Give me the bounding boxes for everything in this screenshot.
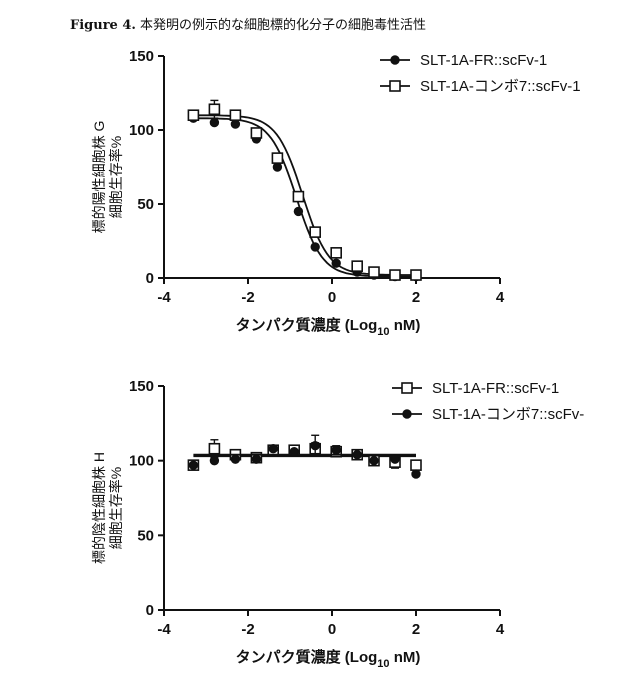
x-tick-label: 0: [328, 289, 336, 306]
figure-title: Figure 4. 本発明の例示的な細胞標的化分子の細胞毒性活性: [70, 14, 426, 33]
data-point: [410, 269, 422, 281]
x-axis-title: タンパク質濃度 (Log10 nM): [236, 648, 421, 670]
data-point: [352, 449, 362, 460]
data-point: [330, 247, 343, 259]
y-tick-label: 50: [137, 527, 154, 544]
data-point: [250, 127, 263, 139]
x-tick-label: -4: [157, 289, 171, 306]
data-point: [310, 242, 320, 252]
data-point: [268, 444, 278, 454]
data-point: [369, 455, 379, 466]
y-tick-label: 50: [137, 196, 154, 213]
legend-label: SLT-1A-FR::scFv-1: [432, 380, 559, 397]
chart-panel-h: 0 50 100 150 -4 -2 0 2 4 タンパク質濃度 (Log10 nM) 標的陰性細胞…: [91, 378, 584, 670]
x-tick-label: 2: [412, 289, 420, 306]
figure-number: Figure 4.: [70, 18, 136, 33]
data-point: [401, 382, 413, 394]
data-point: [209, 117, 220, 128]
data-point: [309, 226, 322, 238]
data-point: [188, 460, 199, 470]
y-tick-label: 150: [129, 378, 154, 395]
x-tick-label: 4: [496, 621, 505, 638]
x-axis-title: タンパク質濃度 (Log10 nM): [236, 316, 421, 338]
data-point: [293, 206, 304, 217]
x-tick-label: -2: [241, 621, 254, 638]
y-axis-title-line: 標的陽性細胞株 G: [91, 121, 107, 234]
series-1: [188, 113, 421, 282]
data-point: [208, 442, 221, 455]
data-point: [389, 80, 401, 92]
y-tick-label: 150: [129, 48, 154, 65]
data-point: [289, 447, 299, 457]
y-tick-label: 0: [146, 270, 154, 287]
x-tick-label: 2: [412, 621, 420, 638]
series-2: [187, 99, 422, 281]
y-axis-title-line: 標的陰性細胞株 H: [91, 452, 107, 564]
data-point: [351, 260, 364, 272]
data-point: [410, 459, 422, 471]
y-axis-title-line: 細胞生存率%: [108, 136, 124, 218]
data-point: [331, 445, 341, 455]
fit-curve: [193, 114, 416, 276]
series-2: [188, 434, 421, 479]
data-point: [389, 269, 401, 281]
data-point: [368, 266, 380, 278]
data-point: [390, 55, 400, 65]
x-tick-label: 4: [496, 289, 505, 306]
legend-label: SLT-1A-コンボ7::scFv-1: [420, 78, 581, 95]
x-tick-label: 0: [328, 621, 336, 638]
x-tick-label: -2: [241, 289, 254, 306]
chart-panel-g: 0 50 100 150 -4 -2 0 2 4 タンパク質濃度 (Log10 nM) 標的陽性細胞…: [91, 48, 581, 338]
data-point: [230, 119, 241, 129]
data-point: [209, 455, 220, 466]
data-point: [390, 454, 400, 464]
data-point: [229, 109, 242, 121]
data-point: [230, 454, 241, 464]
data-point: [402, 409, 412, 419]
legend-label: SLT-1A-コンボ7::scFv-: [432, 406, 584, 423]
y-axis-title-line: 細胞生存率%: [108, 467, 124, 549]
y-axis-title: 標的陽性細胞株 G 細胞生存率%: [91, 121, 124, 234]
x-tick-label: -4: [157, 621, 171, 638]
y-tick-label: 100: [129, 453, 154, 470]
data-point: [187, 109, 200, 121]
data-point: [411, 469, 421, 479]
data-point: [310, 441, 320, 451]
y-tick-label: 100: [129, 122, 154, 139]
legend-label: SLT-1A-FR::scFv-1: [420, 52, 547, 69]
data-point: [292, 190, 305, 203]
y-axis-title: 標的陰性細胞株 H 細胞生存率%: [91, 452, 124, 564]
fit-curve: [193, 117, 416, 278]
data-point: [271, 152, 284, 164]
figure-caption: 本発明の例示的な細胞標的化分子の細胞毒性活性: [139, 18, 426, 33]
data-point: [251, 454, 262, 464]
y-tick-label: 0: [146, 602, 154, 619]
data-point: [208, 103, 221, 116]
data-point: [272, 162, 283, 172]
